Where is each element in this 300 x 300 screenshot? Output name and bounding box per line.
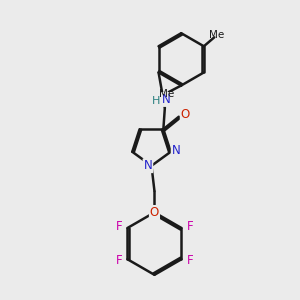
Text: F: F (116, 254, 122, 267)
Text: O: O (150, 206, 159, 219)
Text: Me: Me (159, 89, 174, 99)
Text: F: F (187, 220, 193, 233)
Text: Me: Me (209, 30, 224, 40)
Text: N: N (172, 144, 180, 158)
Text: F: F (116, 220, 122, 233)
Text: F: F (187, 254, 193, 267)
Text: O: O (181, 108, 190, 121)
Text: H: H (152, 96, 161, 106)
Text: N: N (162, 93, 171, 106)
Text: N: N (143, 159, 152, 172)
